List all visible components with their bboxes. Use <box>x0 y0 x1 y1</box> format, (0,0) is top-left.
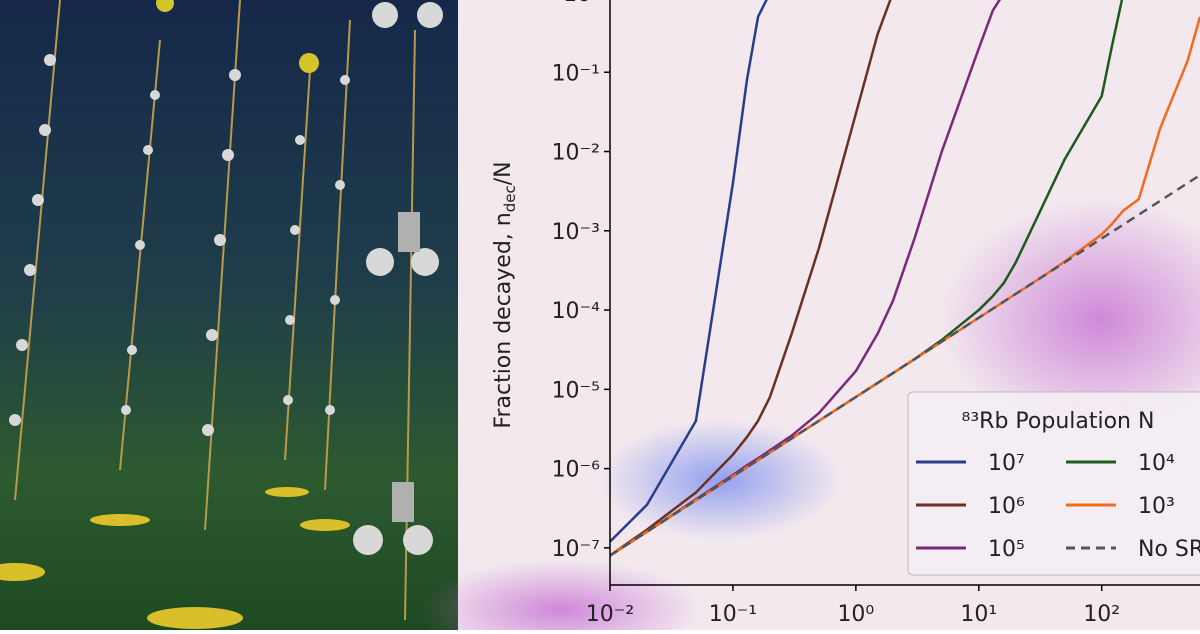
y-tick-label: 10⁻³ <box>552 220 600 245</box>
y-tick-label: 10⁻¹ <box>552 61 600 86</box>
legend-label: 10⁶ <box>988 494 1025 519</box>
legend-label: 10³ <box>1138 494 1175 519</box>
legend-label: 10⁷ <box>988 451 1025 476</box>
background-blob <box>420 560 700 634</box>
legend-label: 10⁴ <box>1138 451 1175 476</box>
y-axis-label: Fraction decayed, ndec/N <box>491 161 519 428</box>
detector-illustration <box>0 0 458 630</box>
x-tick-label: 10⁰ <box>837 602 874 627</box>
y-axis-label-part: Fraction decayed, n <box>491 212 516 428</box>
y-tick-label: 10⁻⁷ <box>552 537 600 562</box>
y-tick-label: 10⁻⁶ <box>552 458 601 483</box>
y-axis-label-part: /N <box>491 161 516 185</box>
y-tick-label: 10⁻⁵ <box>552 378 600 403</box>
x-tick-label: 10⁻² <box>586 602 634 627</box>
x-tick-label: 10² <box>1083 602 1120 627</box>
legend-title: ⁸³Rb Population N <box>962 409 1155 434</box>
legend: ⁸³Rb Population N 10⁷ 10⁶ 10⁵ 10⁴ 10³ No SR <box>907 391 1200 576</box>
y-tick-label: 10⁻² <box>552 141 600 166</box>
x-tick-label: 10⁻¹ <box>709 602 757 627</box>
background-blob <box>600 420 840 540</box>
y-tick-label: 10⁻⁴ <box>552 299 601 324</box>
background-blob <box>940 200 1200 440</box>
legend-label: No SR <box>1138 537 1200 562</box>
y-axis-label-part: dec <box>501 185 519 212</box>
series-line <box>610 0 892 557</box>
legend-label: 10⁵ <box>988 537 1025 562</box>
series-line <box>610 174 1200 557</box>
y-tick-label: 10⁰ <box>563 0 600 7</box>
series-line <box>610 0 768 543</box>
x-tick-label: 10¹ <box>960 602 997 627</box>
series-group <box>610 0 1200 557</box>
legend-box <box>907 391 1200 576</box>
plot-area: 10⁻⁷ 10⁻⁶ 10⁻⁵ 10⁻⁴ 10⁻³ 10⁻² 10⁻¹ 10⁰ 10⁻² 10⁻¹ 1… <box>552 0 1200 627</box>
